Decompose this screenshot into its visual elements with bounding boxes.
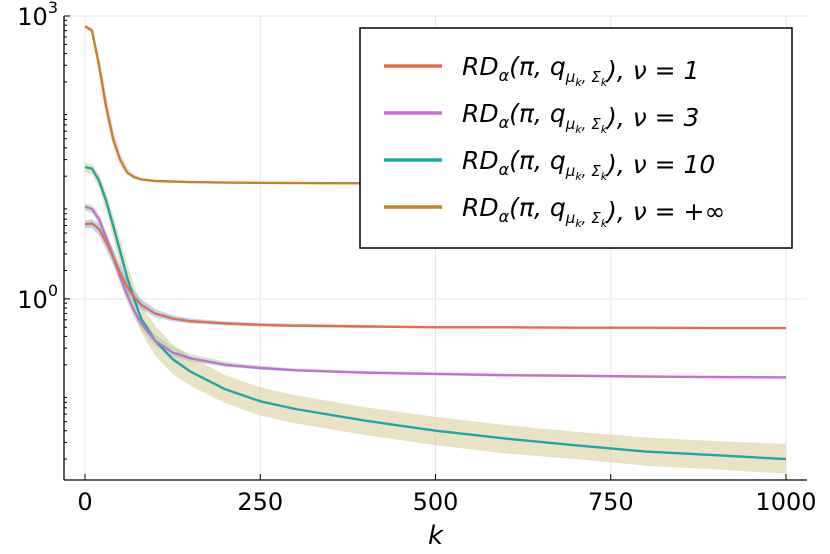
series-line <box>84 222 786 330</box>
legend-box <box>359 27 793 249</box>
legend-entry: RDα(π, qμk, Σk), ν = 10 <box>462 146 715 183</box>
y-tick-label: 100 <box>17 281 58 314</box>
series-line <box>84 165 787 461</box>
confidence-bands <box>85 25 786 474</box>
series-band <box>85 162 786 474</box>
legend: RDα(π, qμk, Σk), ν = 1 RDα(π, qμk, Σk), ν… <box>359 27 793 249</box>
x-tick-label: 0 <box>77 488 92 516</box>
series-lines <box>84 25 787 461</box>
axes <box>63 15 807 481</box>
legend-entry: RDα(π, qμk, Σk), ν = 3 <box>462 99 699 136</box>
x-tick-label: 250 <box>237 488 283 516</box>
legend-entry: RDα(π, qμk, Σk), ν = +∞ <box>462 193 725 230</box>
legend-entry: RDα(π, qμk, Σk), ν = 1 <box>462 52 699 89</box>
x-tick-label: 500 <box>413 488 459 516</box>
tick-labels: 0 250 500 750 1000 100 103 <box>17 0 816 516</box>
x-tick-label: 1000 <box>755 488 816 516</box>
x-tick-label: 750 <box>588 488 634 516</box>
x-axis-label: k <box>428 521 444 551</box>
y-tick-label: 103 <box>17 0 58 31</box>
